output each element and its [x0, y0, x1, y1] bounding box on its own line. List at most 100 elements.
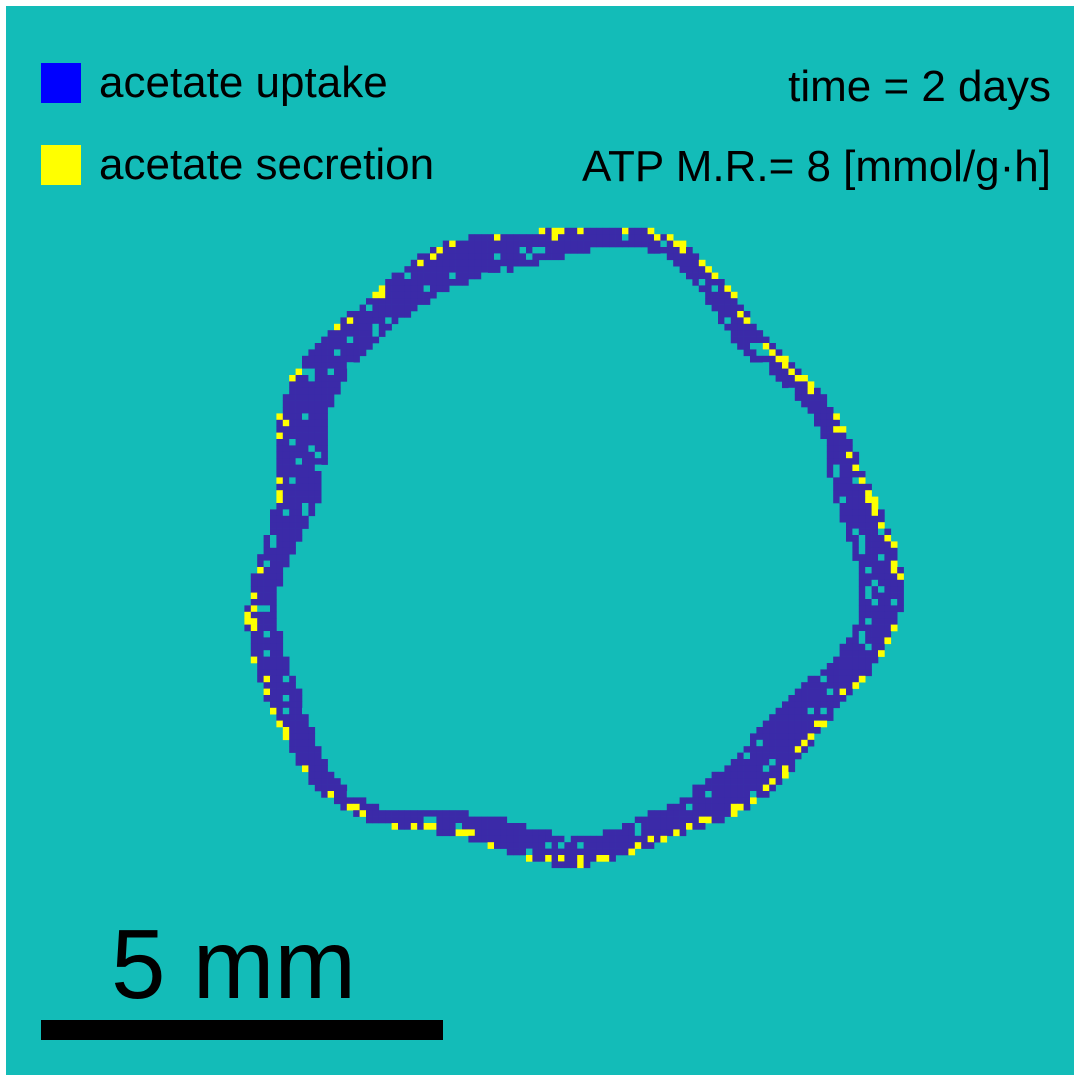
- uptake-cell: [782, 368, 789, 376]
- uptake-cell: [314, 746, 322, 753]
- uptake-cell: [794, 733, 802, 741]
- uptake-cell: [366, 311, 373, 318]
- gap-cell: [858, 637, 866, 645]
- uptake-cell: [359, 349, 367, 357]
- scale-bar: [41, 1020, 443, 1040]
- uptake-cell: [743, 803, 751, 811]
- uptake-cell: [846, 471, 853, 478]
- uptake-cell: [622, 842, 629, 849]
- uptake-cell: [302, 355, 309, 363]
- uptake-cell: [762, 778, 770, 785]
- uptake-cell: [404, 291, 412, 299]
- uptake-cell: [346, 323, 354, 331]
- uptake-cell: [858, 669, 866, 677]
- uptake-cell: [769, 355, 776, 363]
- uptake-cell: [308, 765, 316, 773]
- uptake-cell: [308, 394, 316, 401]
- secretion-cell: [250, 592, 258, 600]
- uptake-cell: [340, 349, 348, 357]
- secretion-cell: [526, 855, 533, 862]
- uptake-cell: [865, 535, 872, 542]
- uptake-cell: [794, 695, 802, 702]
- uptake-cell: [814, 394, 821, 401]
- uptake-cell: [666, 247, 674, 254]
- uptake-cell: [282, 490, 290, 497]
- uptake-cell: [468, 835, 476, 843]
- uptake-cell: [302, 375, 309, 382]
- uptake-cell: [826, 413, 834, 421]
- uptake-cell: [276, 637, 284, 645]
- uptake-cell: [270, 522, 277, 529]
- uptake-cell: [609, 234, 616, 241]
- uptake-cell: [500, 842, 508, 849]
- uptake-cell: [545, 240, 552, 248]
- uptake-cell: [750, 349, 757, 357]
- uptake-cell: [730, 791, 738, 798]
- uptake-cell: [263, 643, 271, 651]
- uptake-cell: [692, 272, 700, 280]
- uptake-cell: [794, 387, 802, 395]
- secretion-cell: [276, 720, 284, 728]
- secretion-cell: [276, 413, 284, 421]
- uptake-cell: [724, 791, 732, 798]
- gap-cell: [788, 387, 796, 395]
- uptake-cell: [532, 835, 540, 843]
- uptake-cell: [276, 707, 284, 715]
- uptake-cell: [583, 842, 591, 849]
- uptake-cell: [724, 797, 732, 805]
- uptake-cell: [794, 727, 802, 734]
- uptake-cell: [890, 592, 898, 600]
- uptake-cell: [878, 599, 885, 606]
- gap-cell: [538, 247, 546, 254]
- uptake-cell: [711, 816, 719, 824]
- uptake-cell: [410, 285, 418, 293]
- uptake-cell: [570, 247, 578, 254]
- secretion-cell: [807, 381, 815, 389]
- uptake-cell: [295, 432, 303, 440]
- uptake-cell: [250, 637, 258, 645]
- uptake-cell: [750, 739, 757, 747]
- uptake-cell: [314, 381, 322, 389]
- uptake-cell: [282, 439, 290, 446]
- uptake-cell: [564, 842, 572, 849]
- gap-cell: [270, 535, 277, 542]
- uptake-cell: [647, 247, 655, 254]
- uptake-cell: [788, 746, 796, 753]
- gap-cell: [526, 848, 533, 856]
- gap-cell: [858, 631, 866, 638]
- uptake-cell: [890, 554, 898, 561]
- uptake-cell: [750, 733, 757, 741]
- uptake-cell: [743, 778, 751, 785]
- uptake-cell: [276, 688, 284, 696]
- uptake-cell: [884, 586, 892, 593]
- uptake-cell: [289, 426, 296, 433]
- uptake-cell: [366, 810, 373, 817]
- uptake-cell: [391, 285, 399, 293]
- uptake-cell: [769, 720, 776, 728]
- uptake-cell: [513, 259, 520, 267]
- secretion-cell: [647, 227, 655, 235]
- uptake-cell: [890, 579, 898, 587]
- uptake-cell: [500, 240, 508, 248]
- uptake-cell: [378, 323, 386, 331]
- uptake-cell: [622, 848, 629, 856]
- secretion-cell: [890, 567, 898, 574]
- uptake-cell: [756, 771, 764, 779]
- gap-cell: [858, 547, 866, 555]
- uptake-cell: [558, 835, 565, 843]
- colony-field: [6, 6, 1074, 1075]
- uptake-cell: [481, 240, 488, 248]
- uptake-cell: [359, 330, 367, 337]
- uptake-cell: [724, 765, 732, 773]
- uptake-cell: [378, 317, 386, 325]
- uptake-cell: [519, 240, 527, 248]
- uptake-cell: [878, 541, 885, 549]
- uptake-cell: [865, 503, 872, 510]
- uptake-cell: [321, 439, 328, 446]
- gap-cell: [762, 362, 770, 369]
- uptake-cell: [660, 829, 668, 837]
- scale-bar-label: 5 mm: [111, 909, 356, 1019]
- uptake-cell: [615, 848, 623, 856]
- uptake-cell: [801, 707, 808, 715]
- uptake-cell: [302, 362, 309, 369]
